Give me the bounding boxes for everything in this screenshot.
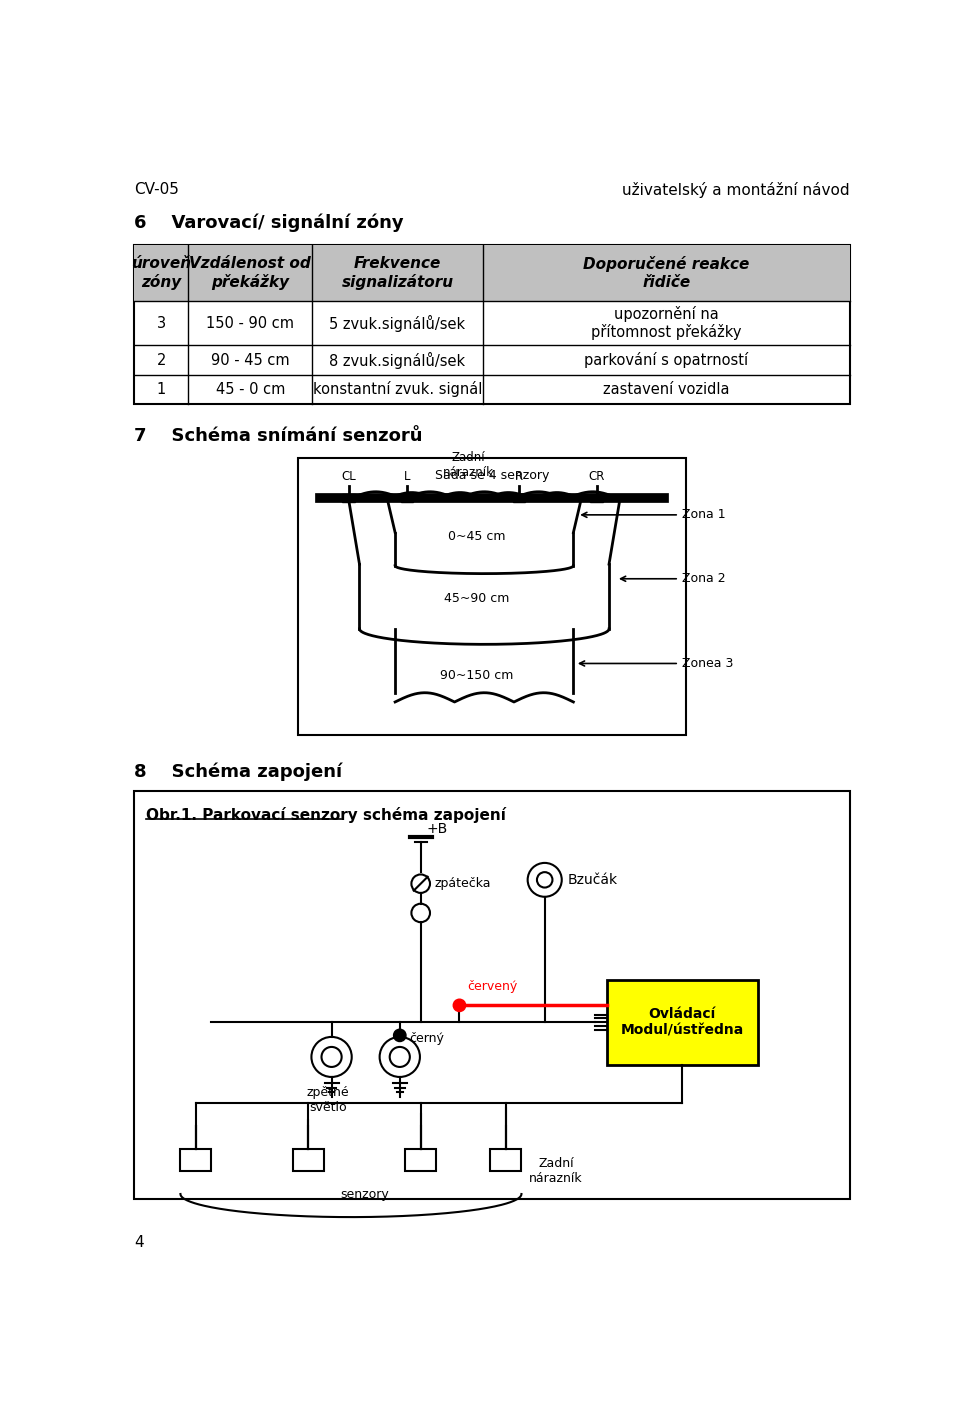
Text: Zona 2: Zona 2 [621, 572, 726, 585]
Text: 8 zvuk.signálů/sek: 8 zvuk.signálů/sek [329, 352, 466, 369]
Text: 0~45 cm: 0~45 cm [447, 530, 505, 543]
Bar [293, 1149, 324, 1172]
Bar [491, 1149, 521, 1172]
Text: 90~150 cm: 90~150 cm [440, 668, 514, 682]
Text: černý: černý [409, 1033, 444, 1045]
Bar [483, 246, 850, 300]
Text: 150 - 90 cm: 150 - 90 cm [206, 316, 294, 331]
Bar [180, 1149, 211, 1172]
Text: upozornění na
přítomnost překážky: upozornění na přítomnost překážky [591, 306, 742, 341]
Bar [513, 494, 525, 502]
Text: Ovládací
Modul/ústředna: Ovládací Modul/ústředna [620, 1007, 744, 1037]
Text: 8    Schéma zapojení: 8 Schéma zapojení [134, 762, 342, 780]
Text: 7    Schéma snímání senzorů: 7 Schéma snímání senzorů [134, 427, 422, 445]
Text: CL: CL [341, 470, 356, 483]
Text: +B: +B [427, 822, 448, 836]
Text: Zona 1: Zona 1 [582, 508, 726, 522]
Circle shape [453, 999, 466, 1012]
Text: R: R [516, 470, 523, 483]
Bar [607, 979, 757, 1065]
Text: Zadní
nárazník: Zadní nárazník [529, 1157, 583, 1186]
Bar [312, 246, 483, 300]
Text: zastavení vozidla: zastavení vozidla [603, 382, 730, 397]
Text: Zadní
nárazník: Zadní nárazník [444, 452, 494, 480]
Text: úroveň
zóny: úroveň zóny [131, 257, 191, 290]
Text: Sada se 4 senzory: Sada se 4 senzory [435, 469, 549, 481]
Text: senzory: senzory [340, 1188, 389, 1201]
Text: Obr.1. Parkovací senzory schéma zapojení: Obr.1. Parkovací senzory schéma zapojení [146, 807, 506, 822]
Bar [188, 246, 312, 300]
Bar [590, 494, 603, 502]
Text: červený: červený [468, 981, 517, 993]
Text: Vzdálenost od
překážky: Vzdálenost od překážky [189, 257, 311, 290]
Text: konstantní zvuk. signál: konstantní zvuk. signál [313, 382, 482, 397]
Text: 5 zvuk.signálů/sek: 5 zvuk.signálů/sek [329, 314, 466, 331]
Text: 2: 2 [156, 352, 166, 368]
Bar [134, 246, 188, 300]
Text: parkování s opatrností: parkování s opatrností [585, 352, 749, 368]
Text: zpátečka: zpátečka [435, 877, 492, 890]
Bar [400, 494, 413, 502]
Text: CV-05: CV-05 [134, 182, 179, 198]
Bar [134, 791, 850, 1200]
Text: Zonea 3: Zonea 3 [580, 657, 733, 671]
Bar [134, 246, 850, 404]
Text: zpětné
světlo: zpětné světlo [306, 1086, 349, 1114]
Text: 1: 1 [156, 382, 166, 397]
Text: Doporučené reakce
řidiče: Doporučené reakce řidiče [583, 257, 750, 290]
Bar [343, 494, 355, 502]
Text: 90 - 45 cm: 90 - 45 cm [211, 352, 290, 368]
Text: uživatelský a montážní návod: uživatelský a montážní návod [622, 182, 850, 198]
Text: CR: CR [588, 470, 605, 483]
Text: 6    Varovací/ signální zóny: 6 Varovací/ signální zóny [134, 213, 403, 231]
Text: Bzučák: Bzučák [568, 873, 618, 887]
Text: 45 - 0 cm: 45 - 0 cm [215, 382, 285, 397]
Circle shape [394, 1030, 406, 1041]
Text: L: L [403, 470, 410, 483]
Bar [405, 1149, 436, 1172]
Text: 4: 4 [134, 1235, 144, 1250]
Text: Frekvence
signalizátoru: Frekvence signalizátoru [342, 257, 453, 290]
Text: 45~90 cm: 45~90 cm [444, 592, 509, 605]
Bar [299, 457, 685, 735]
Text: 3: 3 [156, 316, 166, 331]
